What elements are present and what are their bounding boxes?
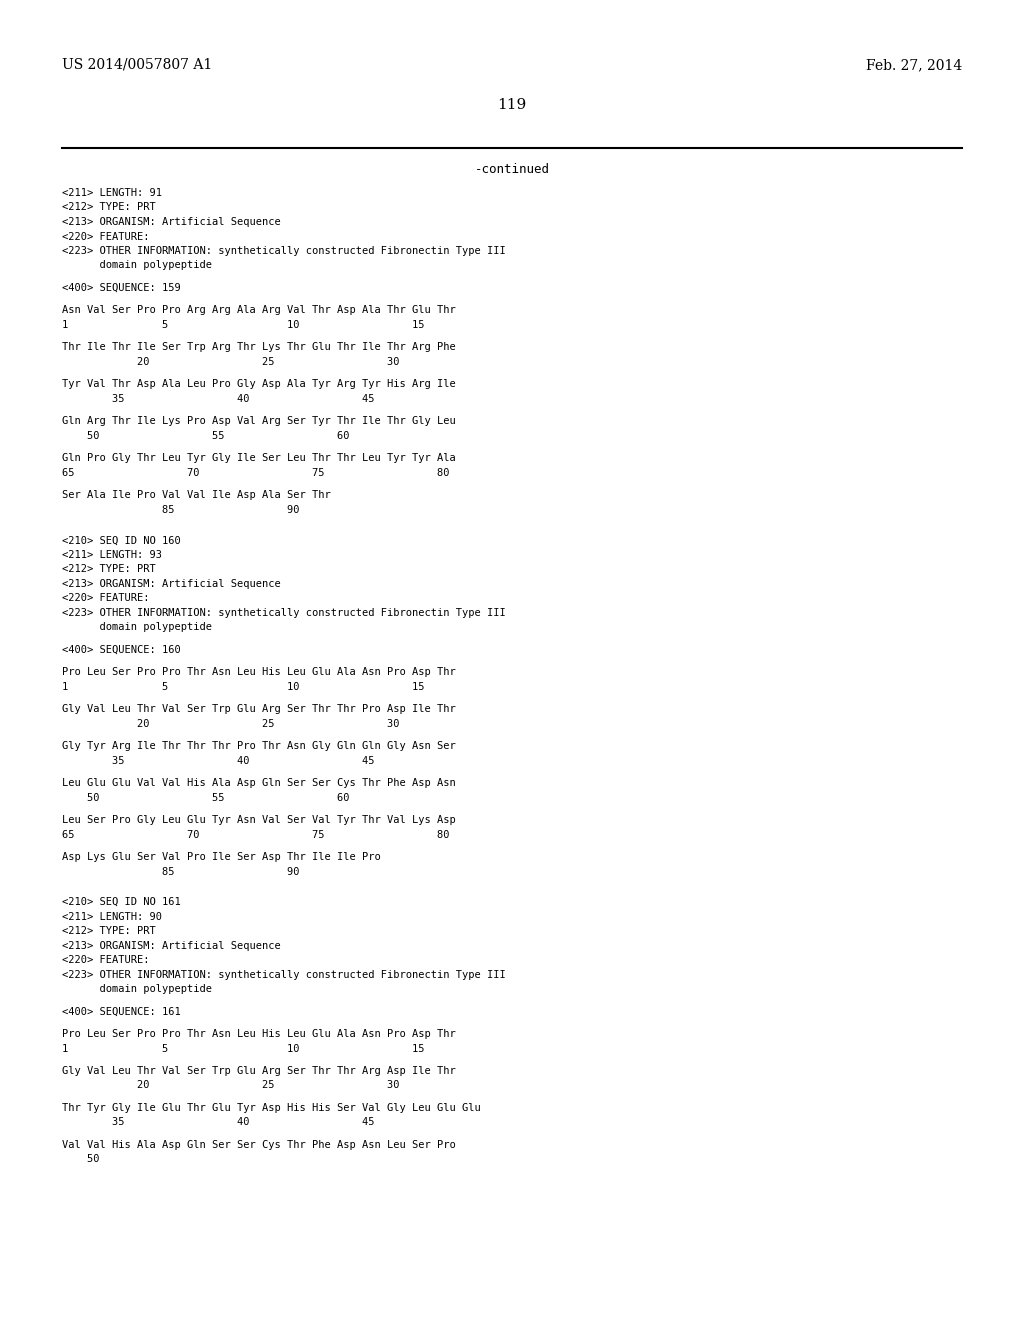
Text: 50                  55                  60: 50 55 60	[62, 430, 349, 441]
Text: <400> SEQUENCE: 159: <400> SEQUENCE: 159	[62, 282, 181, 293]
Text: <213> ORGANISM: Artificial Sequence: <213> ORGANISM: Artificial Sequence	[62, 578, 281, 589]
Text: Gly Val Leu Thr Val Ser Trp Glu Arg Ser Thr Thr Pro Asp Ile Thr: Gly Val Leu Thr Val Ser Trp Glu Arg Ser …	[62, 704, 456, 714]
Text: Pro Leu Ser Pro Pro Thr Asn Leu His Leu Glu Ala Asn Pro Asp Thr: Pro Leu Ser Pro Pro Thr Asn Leu His Leu …	[62, 667, 456, 677]
Text: 20                  25                  30: 20 25 30	[62, 1081, 399, 1090]
Text: Gly Val Leu Thr Val Ser Trp Glu Arg Ser Thr Thr Arg Asp Ile Thr: Gly Val Leu Thr Val Ser Trp Glu Arg Ser …	[62, 1067, 456, 1076]
Text: Thr Ile Thr Ile Ser Trp Arg Thr Lys Thr Glu Thr Ile Thr Arg Phe: Thr Ile Thr Ile Ser Trp Arg Thr Lys Thr …	[62, 342, 456, 352]
Text: <211> LENGTH: 93: <211> LENGTH: 93	[62, 549, 162, 560]
Text: <220> FEATURE:: <220> FEATURE:	[62, 231, 150, 242]
Text: -continued: -continued	[474, 162, 550, 176]
Text: <223> OTHER INFORMATION: synthetically constructed Fibronectin Type III: <223> OTHER INFORMATION: synthetically c…	[62, 970, 506, 979]
Text: <212> TYPE: PRT: <212> TYPE: PRT	[62, 927, 156, 936]
Text: domain polypeptide: domain polypeptide	[62, 260, 212, 271]
Text: <212> TYPE: PRT: <212> TYPE: PRT	[62, 564, 156, 574]
Text: <400> SEQUENCE: 160: <400> SEQUENCE: 160	[62, 644, 181, 655]
Text: <223> OTHER INFORMATION: synthetically constructed Fibronectin Type III: <223> OTHER INFORMATION: synthetically c…	[62, 607, 506, 618]
Text: 1               5                   10                  15: 1 5 10 15	[62, 319, 425, 330]
Text: Feb. 27, 2014: Feb. 27, 2014	[865, 58, 962, 73]
Text: 20                  25                  30: 20 25 30	[62, 356, 399, 367]
Text: 50: 50	[62, 1155, 99, 1164]
Text: <211> LENGTH: 90: <211> LENGTH: 90	[62, 912, 162, 921]
Text: Ser Ala Ile Pro Val Val Ile Asp Ala Ser Thr: Ser Ala Ile Pro Val Val Ile Asp Ala Ser …	[62, 490, 331, 500]
Text: 35                  40                  45: 35 40 45	[62, 1118, 375, 1127]
Text: <210> SEQ ID NO 160: <210> SEQ ID NO 160	[62, 536, 181, 545]
Text: <213> ORGANISM: Artificial Sequence: <213> ORGANISM: Artificial Sequence	[62, 216, 281, 227]
Text: 65                  70                  75                  80: 65 70 75 80	[62, 467, 450, 478]
Text: Val Val His Ala Asp Gln Ser Ser Cys Thr Phe Asp Asn Leu Ser Pro: Val Val His Ala Asp Gln Ser Ser Cys Thr …	[62, 1140, 456, 1150]
Text: <211> LENGTH: 91: <211> LENGTH: 91	[62, 187, 162, 198]
Text: <212> TYPE: PRT: <212> TYPE: PRT	[62, 202, 156, 213]
Text: <220> FEATURE:: <220> FEATURE:	[62, 593, 150, 603]
Text: 1               5                   10                  15: 1 5 10 15	[62, 1044, 425, 1053]
Text: 85                  90: 85 90	[62, 504, 299, 515]
Text: domain polypeptide: domain polypeptide	[62, 983, 212, 994]
Text: 50                  55                  60: 50 55 60	[62, 792, 349, 803]
Text: 85                  90: 85 90	[62, 867, 299, 876]
Text: 119: 119	[498, 98, 526, 112]
Text: <220> FEATURE:: <220> FEATURE:	[62, 956, 150, 965]
Text: 20                  25                  30: 20 25 30	[62, 718, 399, 729]
Text: domain polypeptide: domain polypeptide	[62, 622, 212, 632]
Text: <210> SEQ ID NO 161: <210> SEQ ID NO 161	[62, 898, 181, 907]
Text: 65                  70                  75                  80: 65 70 75 80	[62, 830, 450, 840]
Text: Tyr Val Thr Asp Ala Leu Pro Gly Asp Ala Tyr Arg Tyr His Arg Ile: Tyr Val Thr Asp Ala Leu Pro Gly Asp Ala …	[62, 379, 456, 389]
Text: Gln Arg Thr Ile Lys Pro Asp Val Arg Ser Tyr Thr Ile Thr Gly Leu: Gln Arg Thr Ile Lys Pro Asp Val Arg Ser …	[62, 416, 456, 426]
Text: Gly Tyr Arg Ile Thr Thr Thr Pro Thr Asn Gly Gln Gln Gly Asn Ser: Gly Tyr Arg Ile Thr Thr Thr Pro Thr Asn …	[62, 741, 456, 751]
Text: Pro Leu Ser Pro Pro Thr Asn Leu His Leu Glu Ala Asn Pro Asp Thr: Pro Leu Ser Pro Pro Thr Asn Leu His Leu …	[62, 1030, 456, 1039]
Text: US 2014/0057807 A1: US 2014/0057807 A1	[62, 58, 212, 73]
Text: Leu Glu Glu Val Val His Ala Asp Gln Ser Ser Cys Thr Phe Asp Asn: Leu Glu Glu Val Val His Ala Asp Gln Ser …	[62, 779, 456, 788]
Text: 1               5                   10                  15: 1 5 10 15	[62, 681, 425, 692]
Text: <213> ORGANISM: Artificial Sequence: <213> ORGANISM: Artificial Sequence	[62, 941, 281, 950]
Text: Gln Pro Gly Thr Leu Tyr Gly Ile Ser Leu Thr Thr Leu Tyr Tyr Ala: Gln Pro Gly Thr Leu Tyr Gly Ile Ser Leu …	[62, 453, 456, 463]
Text: Thr Tyr Gly Ile Glu Thr Glu Tyr Asp His His Ser Val Gly Leu Glu Glu: Thr Tyr Gly Ile Glu Thr Glu Tyr Asp His …	[62, 1104, 480, 1113]
Text: <400> SEQUENCE: 161: <400> SEQUENCE: 161	[62, 1007, 181, 1016]
Text: Asn Val Ser Pro Pro Arg Arg Ala Arg Val Thr Asp Ala Thr Glu Thr: Asn Val Ser Pro Pro Arg Arg Ala Arg Val …	[62, 305, 456, 315]
Text: <223> OTHER INFORMATION: synthetically constructed Fibronectin Type III: <223> OTHER INFORMATION: synthetically c…	[62, 246, 506, 256]
Text: Asp Lys Glu Ser Val Pro Ile Ser Asp Thr Ile Ile Pro: Asp Lys Glu Ser Val Pro Ile Ser Asp Thr …	[62, 853, 381, 862]
Text: Leu Ser Pro Gly Leu Glu Tyr Asn Val Ser Val Tyr Thr Val Lys Asp: Leu Ser Pro Gly Leu Glu Tyr Asn Val Ser …	[62, 816, 456, 825]
Text: 35                  40                  45: 35 40 45	[62, 393, 375, 404]
Text: 35                  40                  45: 35 40 45	[62, 755, 375, 766]
